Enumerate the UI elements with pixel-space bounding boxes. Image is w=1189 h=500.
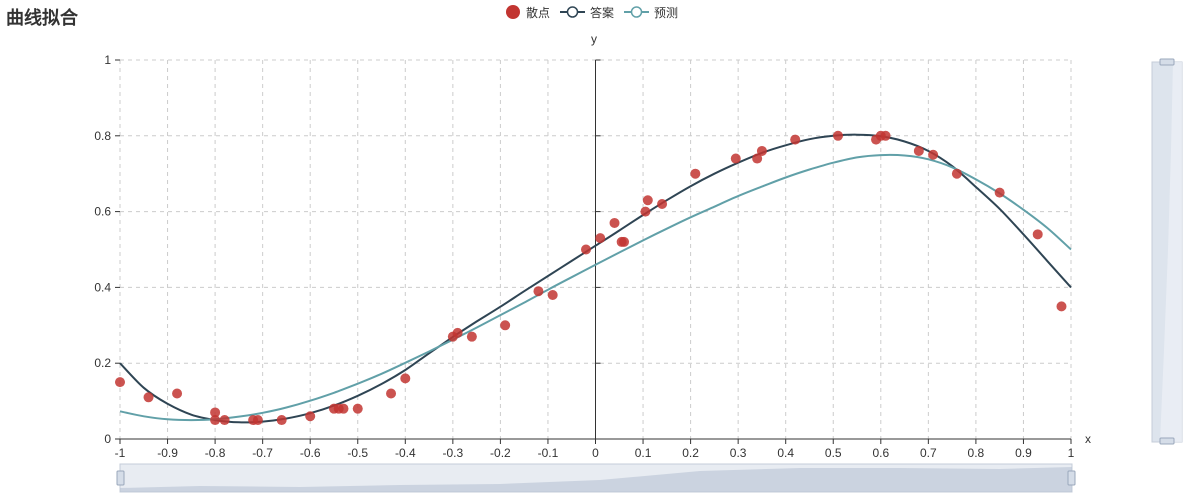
- scatter-point[interactable]: [880, 130, 891, 141]
- scatter-point[interactable]: [752, 153, 763, 164]
- x-tick-label: -0.5: [347, 446, 368, 460]
- scatter-point[interactable]: [452, 327, 463, 338]
- y-zoom-preview: [1160, 62, 1182, 442]
- scatter-point[interactable]: [994, 187, 1005, 198]
- scatter-point[interactable]: [352, 403, 363, 414]
- legend: 散点 答案 预测: [505, 4, 688, 20]
- scatter-point[interactable]: [219, 415, 230, 426]
- scatter-point[interactable]: [756, 145, 767, 156]
- y-zoom-slider[interactable]: [1151, 58, 1183, 445]
- x-tick-label: -0.9: [157, 446, 178, 460]
- scatter-point[interactable]: [115, 377, 125, 388]
- x-zoom-preview: [120, 467, 1072, 492]
- scatter-point[interactable]: [928, 149, 939, 160]
- x-tick-label: 0.6: [872, 446, 889, 460]
- scatter-point[interactable]: [913, 145, 924, 156]
- y-tick-label: 0: [104, 432, 111, 446]
- scatter-point[interactable]: [547, 289, 558, 300]
- x-tick-label: -0.8: [205, 446, 226, 460]
- legend-item-predict[interactable]: 预测: [624, 4, 678, 21]
- scatter-point[interactable]: [642, 195, 653, 206]
- series-line-predict[interactable]: [119, 153, 1072, 422]
- x-zoom-handle-right[interactable]: [1067, 470, 1076, 486]
- y-tick-label: 0.4: [94, 280, 111, 294]
- chart-title: 曲线拟合: [6, 8, 78, 28]
- x-tick-label: 0: [592, 446, 599, 460]
- scatter-point[interactable]: [210, 415, 221, 426]
- x-zoom-slider[interactable]: [116, 463, 1076, 493]
- scatter-point[interactable]: [690, 168, 701, 179]
- circle-filled-icon: [506, 5, 520, 19]
- legend-item-answer[interactable]: 答案: [560, 4, 614, 21]
- x-tick-label: 0.8: [968, 446, 985, 460]
- x-tick-label: 0.9: [1015, 446, 1032, 460]
- x-axis-label: x: [1085, 432, 1091, 446]
- scatter-point[interactable]: [619, 236, 630, 247]
- y-tick-label: 0.2: [94, 356, 111, 370]
- x-tick-label: -0.1: [538, 446, 559, 460]
- y-zoom-handle-bottom[interactable]: [1159, 437, 1175, 445]
- y-axis-label: y: [591, 32, 597, 46]
- x-tick-label: 1: [1068, 446, 1075, 460]
- x-tick-label: 0.2: [682, 446, 699, 460]
- scatter-point[interactable]: [338, 403, 349, 414]
- scatter-point[interactable]: [580, 244, 591, 255]
- scatter-point[interactable]: [595, 233, 606, 244]
- scatter-point[interactable]: [400, 373, 411, 384]
- scatter-point[interactable]: [252, 415, 263, 426]
- scatter-point[interactable]: [305, 411, 316, 422]
- scatter-point[interactable]: [500, 320, 511, 331]
- y-zoom-handle-top[interactable]: [1159, 58, 1175, 66]
- y-tick-label: 0.8: [94, 129, 111, 143]
- x-tick-label: -0.2: [490, 446, 511, 460]
- line-circle-icon: [624, 6, 650, 18]
- x-tick-label: 0.1: [635, 446, 652, 460]
- scatter-point[interactable]: [386, 388, 397, 399]
- legend-item-scatter[interactable]: 散点: [505, 4, 550, 21]
- scatter-point[interactable]: [951, 168, 962, 179]
- x-tick-label: 0.7: [920, 446, 937, 460]
- legend-label-answer: 答案: [590, 5, 615, 20]
- line-circle-icon: [560, 6, 586, 18]
- scatter-point[interactable]: [533, 286, 544, 297]
- scatter-point[interactable]: [730, 153, 741, 164]
- scatter-point[interactable]: [657, 199, 668, 210]
- y-tick-label: 0.6: [94, 205, 111, 219]
- scatter-point[interactable]: [172, 388, 183, 399]
- legend-label-predict: 预测: [654, 5, 679, 20]
- x-zoom-handle-left[interactable]: [116, 470, 125, 486]
- scatter-point[interactable]: [210, 407, 221, 418]
- x-tick-label: 0.5: [825, 446, 842, 460]
- scatter-point[interactable]: [790, 134, 801, 145]
- scatter-point[interactable]: [276, 415, 287, 426]
- x-tick-label: -0.7: [252, 446, 273, 460]
- tick-labels: -1 -0.9 -0.8 -0.7 -0.6 -0.5 -0.4 -0.3 -0.2 -0.1 0 0…: [94, 53, 1074, 460]
- x-tick-label: 0.3: [730, 446, 747, 460]
- x-tick-label: -1: [115, 446, 126, 460]
- scatter-point[interactable]: [609, 217, 620, 228]
- scatter-point[interactable]: [1032, 229, 1043, 240]
- scatter-point[interactable]: [833, 130, 844, 141]
- series-layer: [115, 130, 1072, 426]
- y-tick-label: 1: [104, 53, 111, 67]
- scatter-point[interactable]: [143, 392, 154, 403]
- x-tick-label: 0.4: [777, 446, 794, 460]
- axes: [115, 59, 1072, 444]
- scatter-point[interactable]: [1056, 301, 1067, 312]
- scatter-point[interactable]: [640, 206, 651, 217]
- legend-label-scatter: 散点: [526, 5, 551, 20]
- scatter-point[interactable]: [466, 331, 477, 342]
- x-tick-label: -0.4: [395, 446, 416, 460]
- x-tick-label: -0.6: [300, 446, 321, 460]
- x-tick-label: -0.3: [443, 446, 464, 460]
